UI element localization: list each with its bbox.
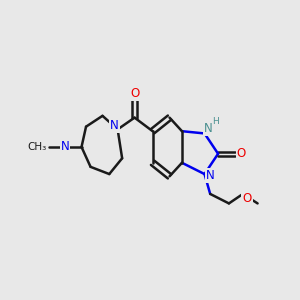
Text: O: O	[237, 147, 246, 160]
Text: N: N	[206, 169, 214, 182]
Text: CH₃: CH₃	[27, 142, 46, 152]
Text: N: N	[110, 119, 118, 132]
Text: N: N	[204, 122, 213, 135]
Text: H: H	[212, 116, 219, 125]
Text: O: O	[242, 192, 252, 206]
Text: N: N	[61, 140, 69, 154]
Text: O: O	[130, 87, 139, 100]
